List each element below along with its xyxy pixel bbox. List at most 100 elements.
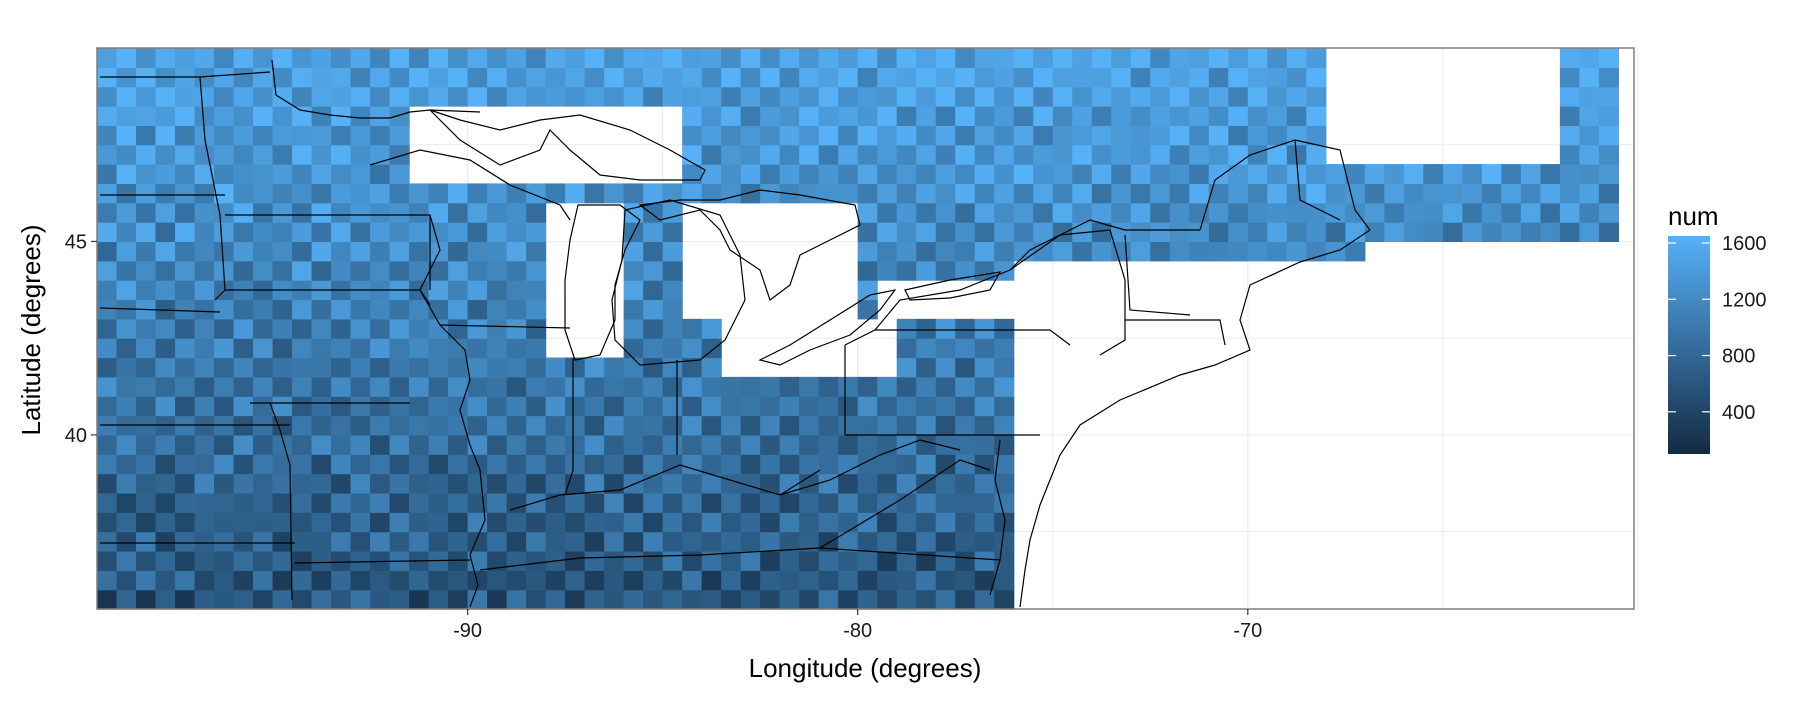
heatmap-cell (877, 550, 898, 571)
heatmap-cell (1462, 222, 1483, 243)
heatmap-cell (799, 454, 820, 475)
heatmap-cell (155, 396, 176, 417)
heatmap-cell (1130, 144, 1151, 165)
heatmap-cell (623, 357, 644, 378)
heatmap-cell (1091, 67, 1112, 88)
heatmap-cell (701, 164, 722, 185)
heatmap-cell (506, 550, 527, 571)
x-tick-label: -90 (453, 620, 482, 642)
heatmap-cell (974, 241, 995, 262)
heatmap-cell (526, 376, 547, 397)
heatmap-cell (818, 570, 839, 591)
heatmap-cell (526, 338, 547, 359)
heatmap-cell (1306, 86, 1327, 107)
heatmap-cell (799, 106, 820, 126)
heatmap-cell (623, 492, 644, 513)
heatmap-cell (1423, 183, 1444, 204)
heatmap-cell (155, 183, 176, 204)
heatmap-cell (1111, 222, 1132, 243)
heatmap-cell (662, 570, 683, 591)
heatmap-cell (662, 473, 683, 494)
heatmap-cell (155, 106, 176, 126)
heatmap-cell (1111, 202, 1132, 223)
heatmap-cell (974, 512, 995, 533)
heatmap-cell (155, 357, 176, 378)
heatmap-cell (1111, 67, 1132, 88)
heatmap-cell (370, 357, 391, 378)
heatmap-cell (623, 241, 644, 262)
heatmap-cell (350, 376, 371, 397)
heatmap-cell (389, 260, 410, 281)
heatmap-cell (292, 318, 313, 339)
heatmap-cell (448, 338, 469, 359)
heatmap-cell (272, 454, 293, 475)
heatmap-cell (272, 241, 293, 262)
heatmap-cell (682, 454, 703, 475)
heatmap-cell (701, 86, 722, 107)
heatmap-cell (760, 86, 781, 107)
heatmap-cell (1052, 67, 1073, 88)
heatmap-cell (448, 415, 469, 436)
heatmap-cell (136, 434, 157, 455)
heatmap-cell (1013, 183, 1034, 204)
heatmap-cell (97, 512, 118, 533)
heatmap-cell (1384, 202, 1405, 223)
heatmap-cell (1286, 106, 1307, 126)
heatmap-cell (896, 125, 917, 146)
heatmap-cell (584, 550, 605, 571)
heatmap-cell (545, 396, 566, 417)
border-minnesota-west (199, 76, 226, 301)
heatmap-cell (662, 241, 683, 262)
heatmap-cell (1033, 86, 1054, 107)
heatmap-cell (487, 396, 508, 417)
heatmap-cell (955, 318, 976, 339)
heatmap-cell (272, 396, 293, 417)
heatmap-cell (721, 376, 742, 397)
heatmap-cell (331, 241, 352, 262)
heatmap-cell (136, 396, 157, 417)
heatmap-cell (1325, 164, 1346, 185)
heatmap-cell (272, 222, 293, 243)
heatmap-cell (467, 570, 488, 591)
heatmap-cell (1208, 48, 1229, 68)
heatmap-cell (818, 396, 839, 417)
heatmap-cell (701, 589, 722, 610)
heatmap-cell (623, 434, 644, 455)
heatmap-cell (467, 202, 488, 223)
heatmap-cell (428, 183, 449, 204)
heatmap-cell (409, 260, 430, 281)
heatmap-cell (370, 376, 391, 397)
heatmap-cell (701, 48, 722, 68)
heatmap-cell (409, 202, 430, 223)
heatmap-cell (701, 125, 722, 146)
heatmap-cell (662, 86, 683, 107)
heatmap-cell (740, 434, 761, 455)
heatmap-cell (175, 357, 196, 378)
heatmap-cell (214, 376, 235, 397)
heatmap-cell (721, 144, 742, 165)
heatmap-cell (175, 183, 196, 204)
heatmap-cell (467, 434, 488, 455)
heatmap-cell (779, 67, 800, 88)
heatmap-cell (662, 492, 683, 513)
heatmap-cell (155, 473, 176, 494)
heatmap-cell (1345, 183, 1366, 204)
heatmap-cell (1228, 164, 1249, 185)
heatmap-cell (214, 48, 235, 68)
heatmap-cell (428, 357, 449, 378)
heatmap-cell (233, 299, 254, 320)
heatmap-cell (1091, 202, 1112, 223)
heatmap-cell (935, 376, 956, 397)
heatmap-cell (97, 396, 118, 417)
heatmap-cell (955, 512, 976, 533)
heatmap-cell (916, 125, 937, 146)
heatmap-cell (740, 570, 761, 591)
heatmap-cell (116, 144, 137, 165)
heatmap-cell (955, 67, 976, 88)
heatmap-cell (682, 434, 703, 455)
heatmap-cell (136, 318, 157, 339)
heatmap-cell (760, 550, 781, 571)
heatmap-cell (877, 260, 898, 281)
heatmap-cell (272, 357, 293, 378)
heatmap-cell (389, 357, 410, 378)
